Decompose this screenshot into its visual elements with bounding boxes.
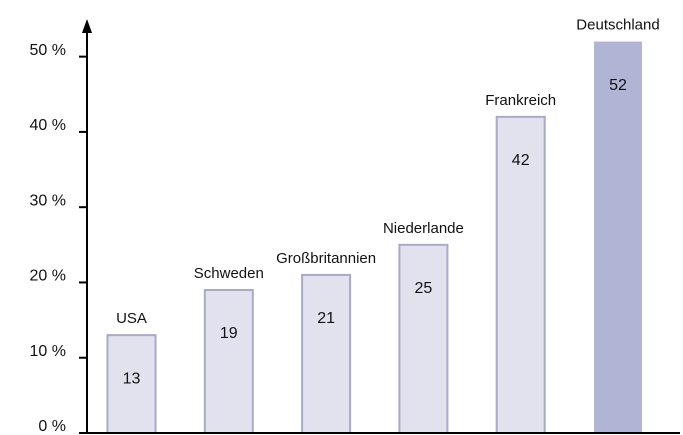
bar (495, 115, 546, 434)
y-tick-label: 50 % (30, 42, 66, 59)
value-label: 52 (609, 77, 627, 94)
category-label: Schweden (194, 265, 264, 282)
category-label: Deutschland (576, 17, 659, 34)
value-label: 19 (220, 325, 238, 342)
category-label: Großbritannien (276, 250, 376, 267)
category-label: Niederlande (383, 220, 464, 237)
category-label: USA (116, 310, 147, 327)
y-tick-label: 30 % (30, 192, 66, 209)
value-label: 42 (512, 152, 530, 169)
value-label: 25 (415, 280, 433, 297)
y-tick-label: 10 % (30, 343, 66, 360)
bar (203, 288, 254, 434)
bar (301, 273, 352, 434)
bar (594, 41, 642, 433)
bar (398, 243, 449, 434)
y-axis-arrow (82, 19, 92, 33)
y-tick-label: 40 % (30, 117, 66, 134)
value-label: 13 (123, 370, 141, 387)
value-label: 21 (317, 310, 335, 327)
y-tick-label: 20 % (30, 268, 66, 285)
y-tick-label: 0 % (38, 418, 66, 435)
category-label: Frankreich (485, 92, 556, 109)
